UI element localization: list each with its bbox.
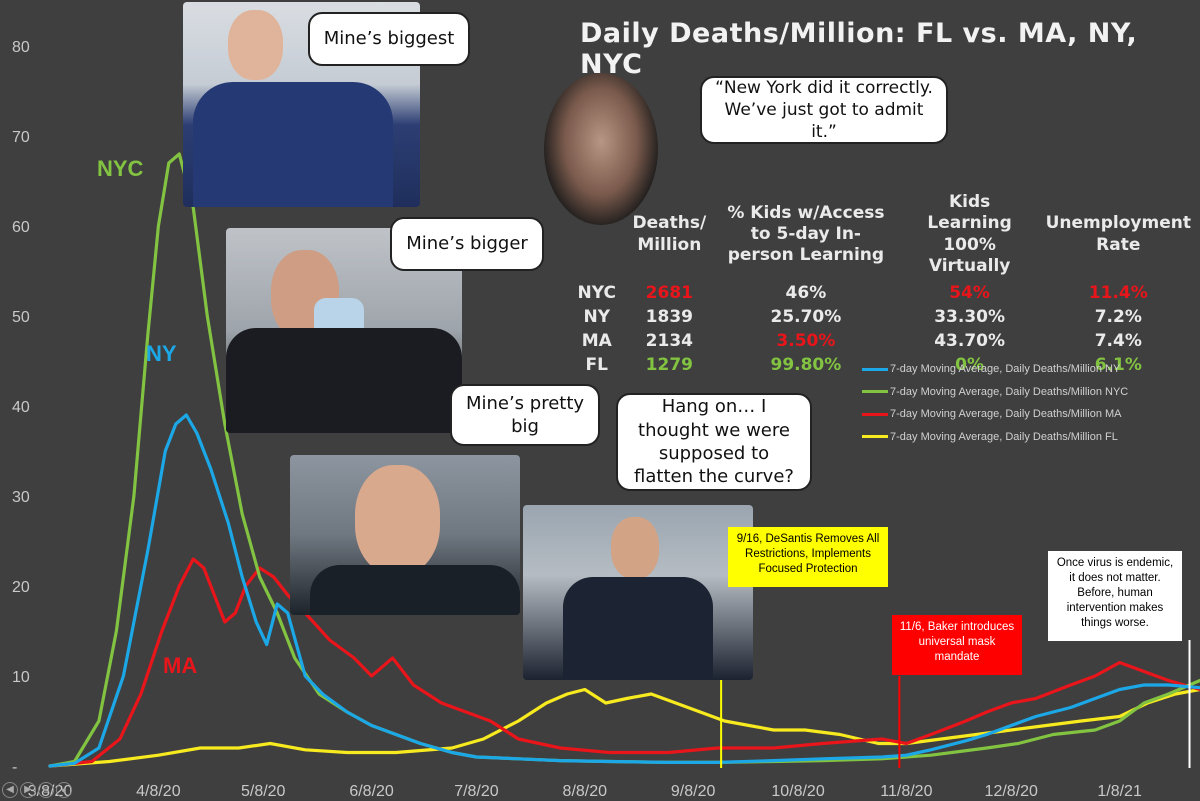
navigator-icon[interactable]: ● (56, 782, 72, 798)
stats-cell-deaths: 2681 (645, 283, 693, 303)
chart-title: Daily Deaths/Million: FL vs. MA, NY, NYC (580, 18, 1138, 80)
legend-swatch (862, 412, 888, 416)
stats-cell-virtual: 54% (949, 283, 990, 303)
stats-header-row: Deaths/ Million % Kids w/Access to 5-day… (567, 192, 1197, 281)
zoom-icon[interactable]: ⊕ (38, 782, 54, 798)
legend-swatch (862, 435, 888, 439)
bubble-cuomo: Mine’s bigger (390, 217, 544, 271)
x-tick-label: 4/8/20 (136, 783, 181, 800)
y-tick-label: 10 (12, 669, 30, 686)
legend-swatch (862, 390, 888, 394)
stats-cell-access: 3.50% (776, 331, 836, 351)
label-nyc: NYC (97, 156, 144, 181)
stats-cell-deaths: 2134 (645, 331, 693, 351)
stats-header-access: % Kids w/Access to 5-day In-person Learn… (727, 202, 885, 266)
y-tick-label: 80 (12, 39, 30, 56)
x-tick-label: 11/8/20 (880, 783, 932, 800)
x-tick-label: 9/8/20 (671, 783, 716, 800)
stats-cell-virtual: 0% (955, 355, 985, 375)
suit-shape (193, 82, 393, 207)
stats-cell-unemp: 7.4% (1094, 331, 1142, 351)
note-desantis: 9/16, DeSantis Removes All Restrictions,… (728, 527, 888, 587)
face-shape (611, 517, 659, 579)
stats-cell-label: NYC (577, 283, 616, 303)
photo-fauci (544, 73, 658, 225)
stats-header-deaths: Deaths/ Million (632, 213, 707, 255)
stats-cell-virtual: 33.30% (934, 307, 1006, 327)
stats-cell-label: MA (581, 331, 612, 351)
photo-baker (290, 455, 520, 615)
stats-cell-access: 46% (785, 283, 827, 303)
series-line-ny (48, 413, 1200, 768)
bubble-fauci: “New York did it correctly. We’ve just g… (700, 76, 948, 144)
stats-cell-unemp: 6.1% (1094, 355, 1142, 375)
y-tick-label: 30 (12, 489, 30, 506)
stats-cell-unemp: 7.2% (1094, 307, 1142, 327)
stats-cell-label: NY (583, 307, 611, 327)
bubble-desantis: Hang on… I thought we were supposed to f… (616, 393, 812, 491)
face-shape (228, 10, 283, 80)
x-tick-label: 1/8/21 (1097, 783, 1142, 800)
stats-cell-access: 99.80% (770, 355, 842, 375)
stats-table: Deaths/ Million % Kids w/Access to 5-day… (567, 192, 1197, 377)
y-tick-label: - (12, 759, 17, 776)
label-ny: NY (146, 341, 177, 366)
x-tick-label: 8/8/20 (563, 783, 608, 800)
y-axis: - 10 20 30 40 50 60 70 80 (12, 39, 30, 776)
legend-item-ma: 7-day Moving Average, Daily Deaths/Milli… (862, 403, 1192, 426)
stats-cell-deaths: 1279 (645, 355, 693, 375)
x-tick-label: 5/8/20 (241, 783, 286, 800)
forward-arrow-icon[interactable]: ▶ (20, 782, 36, 798)
legend-label: 7-day Moving Average, Daily Deaths/Milli… (890, 363, 1121, 376)
stats-row-nyc: NYC 2681 46% 54% 11.4% (567, 281, 1197, 305)
bubble-deblasio: Mine’s biggest (308, 12, 470, 66)
stats-row-ny: NY 1839 25.70% 33.30% 7.2% (567, 305, 1197, 329)
back-arrow-icon[interactable]: ◀ (2, 782, 18, 798)
y-tick-label: 70 (12, 129, 30, 146)
stats-header-virtual: Kids Learning 100% Virtually (927, 192, 1012, 276)
y-tick-label: 40 (12, 399, 30, 416)
series-line-ma (48, 557, 1200, 768)
suit-shape (310, 565, 520, 615)
x-tick-label: 7/8/20 (454, 783, 499, 800)
x-axis: 3/8/20 4/8/20 5/8/20 6/8/20 7/8/20 8/8/20 9/8/… (28, 783, 1142, 800)
stats-cell-deaths: 1839 (645, 307, 693, 327)
y-tick-label: 60 (12, 219, 30, 236)
legend-item-nyc: 7-day Moving Average, Daily Deaths/Milli… (862, 381, 1192, 404)
x-tick-label: 12/8/20 (985, 783, 1038, 800)
legend-label: 7-day Moving Average, Daily Deaths/Milli… (890, 385, 1129, 398)
y-tick-label: 20 (12, 579, 30, 596)
suit-shape (226, 328, 462, 433)
bubble-baker: Mine’s pretty big (450, 384, 600, 446)
note-endemic: Once virus is endemic, it does not matte… (1048, 551, 1182, 641)
y-tick-label: 50 (12, 309, 30, 326)
stats-cell-label: FL (585, 355, 608, 375)
stats-cell-unemp: 11.4% (1088, 283, 1148, 303)
photo-desantis (523, 505, 753, 680)
face-shape (355, 465, 440, 575)
stats-cell-access: 25.70% (770, 307, 842, 327)
slide-nav: ◀ ▶ ⊕ ● (2, 782, 72, 798)
legend-swatch (862, 367, 888, 371)
suit-shape (563, 577, 713, 680)
note-baker: 11/6, Baker introduces universal mask ma… (892, 615, 1022, 675)
legend: 7-day Moving Average, Daily Deaths/Milli… (862, 358, 1192, 448)
legend-label: 7-day Moving Average, Daily Deaths/Milli… (890, 408, 1122, 421)
legend-item-ny: 7-day Moving Average, Daily Deaths/Milli… (862, 358, 1192, 381)
stats-row-fl: FL 1279 99.80% 0% 6.1% (567, 353, 1197, 377)
x-tick-label: 10/8/20 (771, 783, 824, 800)
label-ma: MA (163, 653, 198, 678)
x-tick-label: 6/8/20 (349, 783, 394, 800)
series-line-fl (48, 687, 1200, 768)
stats-cell-virtual: 43.70% (934, 331, 1006, 351)
stats-header-unemployment: Unemployment Rate (1045, 213, 1191, 255)
stats-body: NYC 2681 46% 54% 11.4% NY 1839 25.70% 33.30% 7.2%… (567, 281, 1197, 377)
legend-label: 7-day Moving Average, Daily Deaths/Milli… (890, 430, 1118, 443)
legend-item-fl: 7-day Moving Average, Daily Deaths/Milli… (862, 426, 1192, 449)
photo-cuomo (226, 228, 462, 433)
stats-row-ma: MA 2134 3.50% 43.70% 7.4% (567, 329, 1197, 353)
series-lines (48, 152, 1200, 768)
stats-header-blank (567, 192, 626, 281)
